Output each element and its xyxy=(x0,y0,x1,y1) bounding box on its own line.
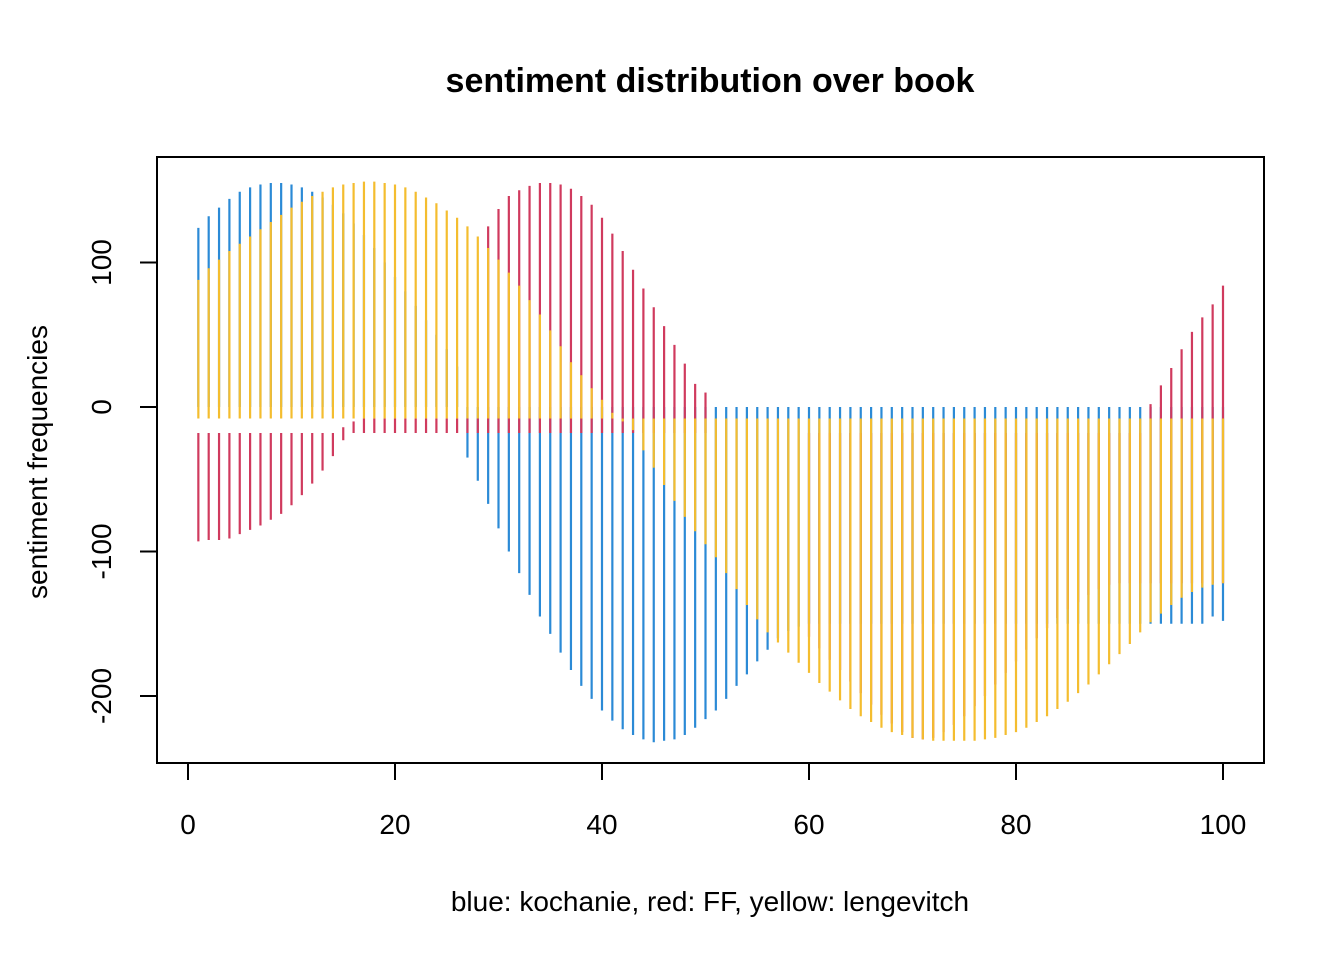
x-tick-label-20: 20 xyxy=(379,809,410,840)
x-axis: 0 20 40 60 80 100 xyxy=(180,762,1247,840)
chart-title: sentiment distribution over book xyxy=(446,62,975,100)
x-tick-label-40: 40 xyxy=(586,809,617,840)
y-axis: -200 -100 0 100 xyxy=(86,239,158,724)
y-tick-label-0: 0 xyxy=(86,399,117,415)
x-tick-label-100: 100 xyxy=(1200,809,1247,840)
y-tick-label--100: -100 xyxy=(86,523,117,579)
bar-marks xyxy=(197,181,1225,743)
x-tick-label-80: 80 xyxy=(1000,809,1031,840)
y-axis-label: sentiment frequencies xyxy=(22,325,53,599)
x-tick-label-0: 0 xyxy=(180,809,196,840)
x-axis-label: blue: kochanie, red: FF, yellow: lengevi… xyxy=(451,886,969,917)
y-tick-label--200: -200 xyxy=(86,668,117,724)
x-tick-label-60: 60 xyxy=(793,809,824,840)
y-tick-label-100: 100 xyxy=(86,239,117,286)
